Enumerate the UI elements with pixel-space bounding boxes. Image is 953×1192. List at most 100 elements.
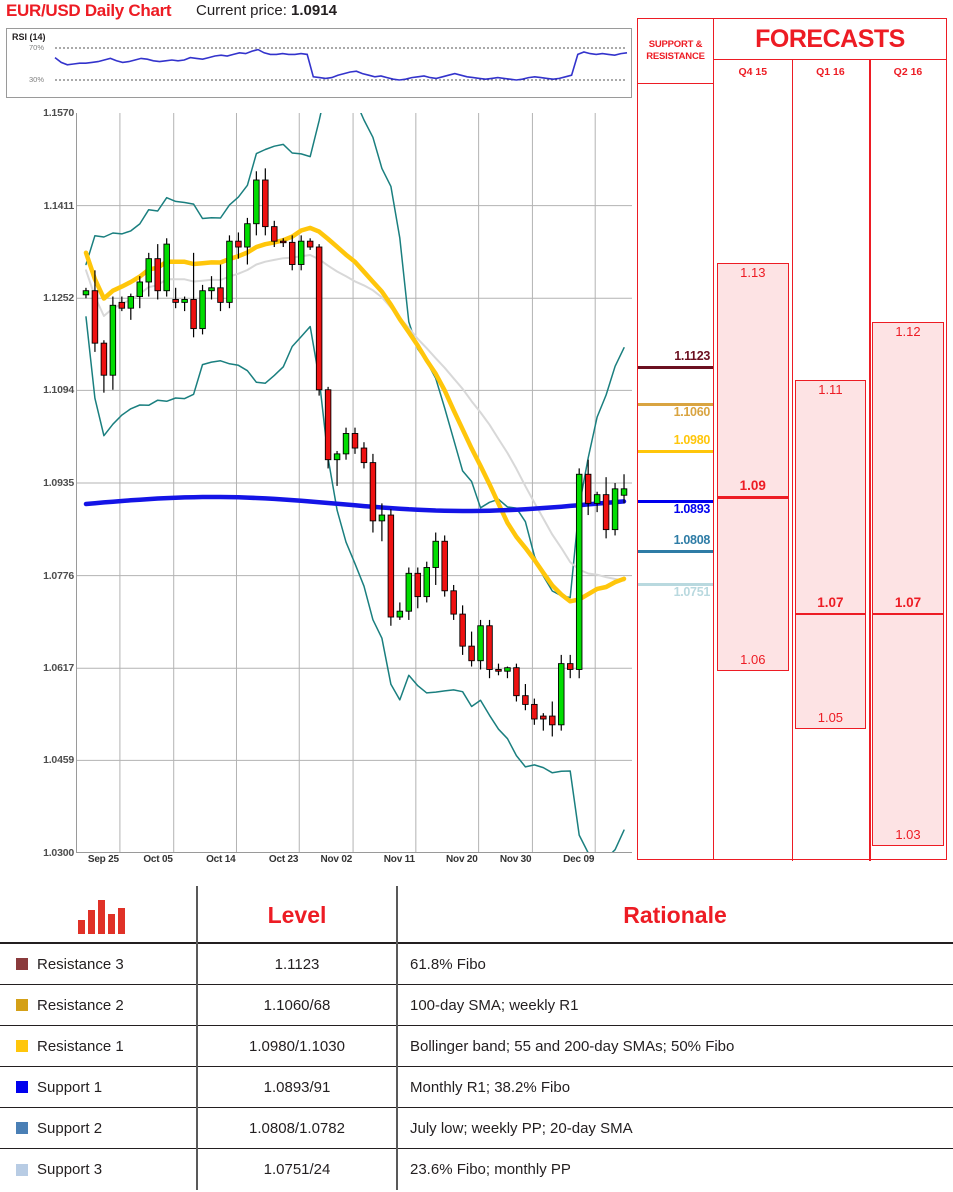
table-row: Resistance 1 1.0980/1.1030 Bollinger band;… [0,1026,953,1067]
level-line [638,500,713,504]
table-divider [396,1026,398,1067]
table-row: Support 2 1.0808/1.0782 July low; weekly P… [0,1108,953,1149]
level-value: 1.0751 [673,585,711,600]
current-price: Current price: 1.0914 [196,2,337,19]
candlestick [468,645,475,662]
forecast-high-value: 1.13 [740,265,766,281]
level-value-cell: 1.1060/68 [263,996,331,1014]
candlestick [82,290,90,296]
date-axis-label: Oct 23 [268,854,299,865]
level-name-cell: Resistance 1 [0,1026,197,1066]
candlestick [513,667,520,697]
candlestick [208,287,215,292]
level-name-cell: Resistance 3 [0,944,197,984]
table-divider [396,985,398,1026]
level-name: Resistance 1 [37,1037,124,1055]
column-header-rationale: Rationale [623,901,727,928]
candlestick [360,447,368,464]
level-name: Resistance 2 [37,996,124,1014]
level-line [638,366,713,370]
price-axis-label: 1.1252 [43,292,74,305]
rationale-cell: 100-day SMA; weekly R1 [410,996,579,1014]
candlestick [566,663,574,670]
price-axis-label: 1.1411 [43,199,75,212]
price-axis-label: 1.0617 [43,662,74,675]
level-value-cell: 1.0808/1.0782 [249,1119,345,1137]
level-value: 1.0808 [673,533,711,547]
bar-chart-icon [78,896,125,934]
level-name: Support 1 [37,1078,103,1096]
levels-table: Level Rationale Resistance 3 1.1123 61.8% … [0,886,953,1190]
table-row: Resistance 2 1.1060/68 100-day SMA; weekly… [0,985,953,1026]
candlestick [369,462,377,522]
date-axis-label: Dec 09 [563,854,595,865]
candlestick [414,572,422,598]
level-name: Support 3 [37,1161,103,1178]
forecast-high-value: 1.12 [895,323,921,339]
column-header-level: Level [267,901,327,928]
candlestick [109,304,117,376]
candlestick [288,241,296,265]
current-price-label: Current price: [196,2,287,19]
candlestick [306,240,314,248]
candlestick [540,715,547,720]
level-value-cell: 1.1123 [274,955,320,973]
forecast-column-divider [791,59,794,861]
level-value: 1.0893 [673,502,711,517]
candlestick [504,667,511,672]
forecast-low-value: 1.05 [817,710,844,726]
date-axis-label: Oct 05 [143,854,173,865]
candlestick [297,240,305,265]
forecast-range-band [717,263,789,672]
forecast-column-divider [869,59,871,861]
rationale-cell: Monthly R1; 38.2% Fibo [410,1078,571,1096]
forecast-range-band [794,379,867,730]
candlestick [459,613,466,647]
candlestick [324,389,332,461]
candlestick [477,625,484,662]
chart-header: EUR/USD Daily Chart Current price: 1.091… [0,0,953,26]
candlestick-svg [77,113,632,852]
candlestick [163,243,170,292]
current-price-value: 1.0914 [291,2,337,19]
candlestick [100,342,108,376]
rsi-upper-tick: 70% [29,43,45,52]
forecast-high-value: 1.11 [818,381,843,397]
candlestick [522,695,529,705]
candlestick [558,663,565,726]
candlestick [486,625,493,670]
candlestick [611,488,619,531]
forecast-central-value: 1.09 [739,478,766,494]
forecast-range-band [872,321,944,846]
candlestick [584,473,592,504]
rationale-cell: 61.8% Fibo [410,955,486,973]
candlestick [620,488,628,496]
price-chart: 1.1570 1.1411 1.1252 1.1094 1.0935 1.0776 1.06… [6,105,632,865]
table-divider [196,1067,198,1108]
forecast-central-line [717,496,789,499]
candlestick [602,494,610,531]
level-color-swatch [16,1040,28,1052]
candlestick [271,226,278,242]
forecast-central-value: 1.07 [817,594,844,610]
candlestick [199,290,206,330]
candlestick [253,179,260,225]
rsi-label: RSI (14) [12,32,46,42]
levels-table-header: Level Rationale [0,886,953,944]
candlestick [351,433,359,449]
level-line [638,550,713,553]
price-axis-label: 1.1094 [43,384,74,397]
price-axis-label: 1.0776 [43,569,74,582]
price-axis-label: 1.0300 [43,847,74,859]
candlestick [396,610,404,618]
date-axis-label: Nov 30 [499,854,532,865]
candlestick [441,540,448,592]
date-axis-label: Sep 25 [87,854,119,865]
candlestick [450,590,457,615]
level-line [638,449,713,453]
date-axis-label: Oct 14 [206,854,236,865]
forecast-central-line [794,612,867,616]
forecasts-title: FORECASTS [755,24,905,53]
forecast-central-line [872,612,944,616]
level-value: 1.0980 [673,432,711,447]
